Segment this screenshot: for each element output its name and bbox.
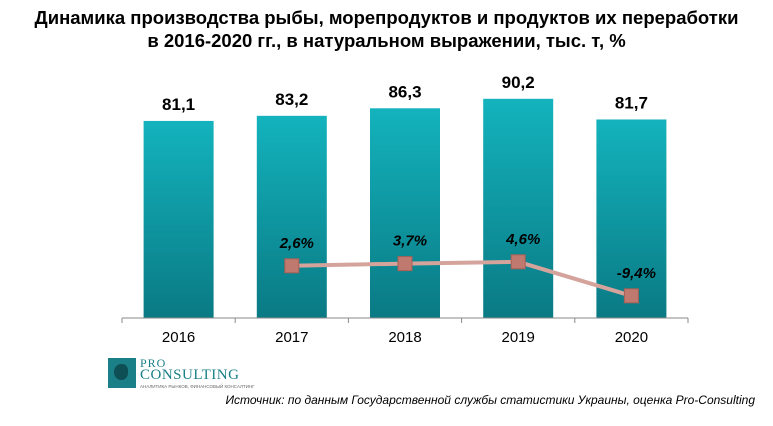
growth-marker-2017 — [284, 258, 300, 274]
source-note: Источник: по данным Государственной служ… — [225, 393, 755, 407]
growth-value-label: -9,4% — [617, 265, 656, 282]
growth-line — [291, 259, 632, 298]
bar-value-label: 81,7 — [615, 93, 648, 112]
x-tick-label: 2020 — [615, 329, 648, 346]
growth-marker-2019 — [510, 254, 526, 270]
bar-value-label: 90,2 — [502, 73, 535, 92]
bar-value-label: 86,3 — [388, 82, 421, 101]
bar-value-label: 81,1 — [162, 95, 195, 114]
bar-2017 — [256, 115, 327, 318]
chart-title-line-1: Динамика производства рыбы, морепродукто… — [34, 7, 739, 28]
growth-value-label: 4,6% — [505, 231, 540, 248]
growth-value-label: 3,7% — [393, 233, 427, 250]
x-tick-label: 2019 — [502, 329, 535, 346]
chart-title: Динамика производства рыбы, морепродукто… — [0, 6, 773, 52]
logo-emblem-icon — [108, 358, 136, 388]
bar-2020 — [596, 119, 667, 319]
chart-title-line-2: в 2016-2020 гг., в натуральном выражении… — [147, 30, 626, 51]
x-tick-label: 2018 — [388, 329, 421, 346]
growth-marker-2018 — [397, 256, 413, 272]
x-tick-label: 2017 — [275, 329, 308, 346]
growth-marker-2020 — [623, 288, 639, 304]
growth-value-label: 2,6% — [279, 235, 314, 252]
bar-value-label: 83,2 — [275, 90, 308, 109]
pro-consulting-logo: PRO CONSULTING АНАЛИТИКА РЫНКОВ, ФИНАНСО… — [108, 356, 255, 392]
logo-consulting-text: CONSULTING — [140, 367, 240, 383]
bar-2016 — [143, 120, 214, 318]
logo-tagline: АНАЛИТИКА РЫНКОВ, ФИНАНСОВЫЙ КОНСАЛТИНГ — [140, 384, 255, 389]
bar-2018 — [370, 108, 440, 318]
x-tick-label: 2016 — [162, 329, 195, 346]
logo-pro-text: PRO — [140, 356, 167, 370]
bar-2019 — [483, 98, 554, 319]
